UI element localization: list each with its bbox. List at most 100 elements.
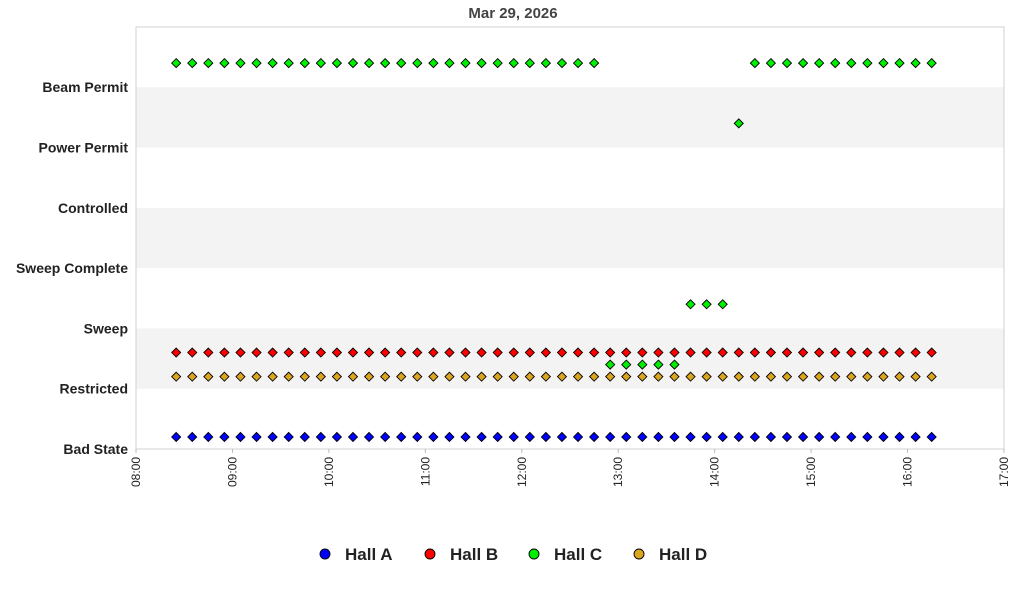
x-tick-label: 11:00 — [418, 457, 432, 486]
data-point — [894, 347, 905, 358]
data-point — [203, 371, 214, 382]
data-point — [299, 57, 310, 69]
data-point — [894, 371, 905, 382]
data-point — [846, 431, 857, 443]
data-point — [605, 347, 616, 358]
y-tick-label: Controlled — [58, 200, 128, 216]
data-point — [878, 371, 889, 382]
data-point — [219, 347, 230, 358]
data-point — [814, 371, 825, 382]
data-point — [508, 57, 519, 69]
data-point — [251, 347, 262, 358]
data-point — [444, 431, 455, 443]
data-point — [283, 347, 294, 358]
data-point — [637, 371, 648, 382]
data-point — [331, 371, 343, 382]
data-point — [476, 347, 487, 358]
y-tick-label: Sweep Complete — [16, 260, 128, 276]
data-point — [862, 347, 873, 358]
data-point — [846, 371, 857, 382]
y-tick-label: Beam Permit — [42, 79, 128, 95]
legend-marker — [319, 548, 331, 560]
data-point — [878, 347, 889, 358]
data-point — [508, 371, 519, 382]
data-point — [267, 57, 278, 69]
data-point — [797, 431, 809, 443]
data-point — [637, 431, 648, 443]
data-point — [540, 57, 552, 69]
data-point — [669, 359, 680, 370]
data-point — [476, 371, 487, 382]
data-point — [540, 347, 552, 358]
plot-band — [136, 147, 1004, 208]
data-point — [814, 57, 825, 69]
data-point — [380, 431, 391, 443]
data-point — [347, 347, 359, 358]
data-point — [235, 371, 246, 382]
x-tick-label: 13:00 — [611, 457, 625, 487]
data-point — [235, 57, 246, 69]
data-point — [235, 431, 246, 443]
data-point — [701, 299, 712, 310]
data-point — [380, 57, 391, 69]
data-point — [492, 431, 503, 443]
x-tick-label: 08:00 — [129, 457, 143, 487]
data-point — [267, 431, 278, 443]
data-point — [797, 57, 809, 69]
data-point — [203, 57, 214, 69]
data-point — [685, 347, 696, 358]
data-point — [653, 371, 664, 382]
data-point — [749, 371, 760, 382]
data-point — [412, 347, 423, 358]
data-point — [781, 347, 793, 358]
data-point — [524, 371, 535, 382]
data-point — [797, 371, 809, 382]
data-point — [926, 431, 937, 443]
legend-label: Hall D — [659, 545, 707, 564]
data-point — [830, 431, 841, 443]
plot-band — [136, 207, 1004, 269]
data-point — [267, 347, 278, 358]
legend-label: Hall A — [345, 545, 393, 564]
data-point — [396, 431, 407, 443]
data-point — [830, 347, 841, 358]
data-point — [363, 371, 375, 382]
data-point — [460, 57, 471, 69]
data-point — [283, 57, 294, 69]
data-point — [524, 347, 535, 358]
data-point — [653, 359, 664, 370]
plot-frame — [135, 26, 1005, 450]
x-tick-label: 16:00 — [901, 457, 915, 487]
y-tick-label: Sweep — [84, 320, 128, 336]
data-point — [797, 347, 809, 358]
data-point — [380, 371, 391, 382]
data-point — [733, 371, 744, 382]
data-point — [363, 57, 375, 69]
x-axis: 08:00 09:00 10:00 11:00 12:00 13:00 14:00 15:00… — [129, 449, 1011, 487]
data-point — [765, 431, 777, 443]
data-point — [412, 371, 423, 382]
data-point — [219, 431, 230, 443]
data-point — [508, 347, 519, 358]
data-point — [299, 371, 310, 382]
data-point — [299, 347, 310, 358]
data-point — [814, 431, 825, 443]
data-point — [444, 371, 455, 382]
data-point — [685, 299, 696, 310]
x-tick-label: 14:00 — [708, 457, 722, 487]
plot-band — [136, 87, 1004, 148]
data-point — [347, 431, 359, 443]
data-point — [556, 57, 568, 69]
data-point — [267, 371, 278, 382]
data-point — [749, 431, 760, 443]
y-tick-label: Restricted — [60, 381, 128, 397]
data-point — [315, 431, 326, 443]
data-point — [572, 57, 584, 69]
data-point — [781, 371, 793, 382]
data-point — [428, 347, 439, 358]
data-point — [781, 57, 793, 69]
data-point — [894, 57, 905, 69]
data-points — [171, 57, 937, 443]
x-tick-label: 15:00 — [804, 457, 818, 487]
data-point — [749, 347, 760, 358]
